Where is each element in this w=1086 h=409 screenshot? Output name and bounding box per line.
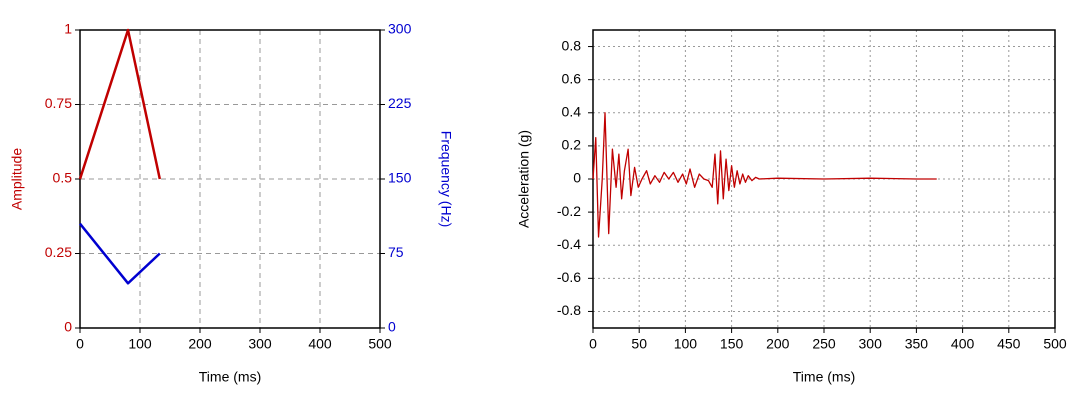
y-tick-label: -0.2 — [557, 203, 581, 219]
x-tick-label: 300 — [859, 336, 883, 352]
x-tick-label: 400 — [951, 336, 975, 352]
x-tick-label: 450 — [997, 336, 1021, 352]
x-axis-label: Time (ms) — [793, 369, 855, 385]
x-tick-label: 300 — [248, 336, 272, 352]
y-tick-label: -0.8 — [557, 302, 581, 318]
series-line — [592, 112, 937, 238]
y-axis-label: Acceleration (g) — [516, 130, 532, 228]
y-tick-label: 0.4 — [562, 103, 582, 119]
x-tick-label: 400 — [308, 336, 332, 352]
y2-tick-label: 150 — [388, 170, 412, 186]
y-axis-label: Amplitude — [9, 148, 25, 210]
x-tick-label: 100 — [674, 336, 698, 352]
x-tick-label: 200 — [766, 336, 790, 352]
y2-tick-label: 0 — [388, 319, 396, 335]
x-tick-label: 150 — [720, 336, 744, 352]
y-tick-label: 0.2 — [562, 137, 582, 153]
y-tick-label: 0.25 — [45, 244, 72, 260]
series-line — [78, 28, 162, 180]
x-tick-label: 200 — [188, 336, 212, 352]
x-tick-label: 50 — [631, 336, 647, 352]
y-tick-label: -0.4 — [557, 236, 581, 252]
y2-axis-label: Frequency (Hz) — [438, 131, 454, 227]
y-tick-label: 0.8 — [562, 37, 582, 53]
y-tick-label: 0 — [64, 319, 72, 335]
x-tick-label: 350 — [905, 336, 929, 352]
x-tick-label: 500 — [368, 336, 392, 352]
x-axis-label: Time (ms) — [199, 369, 261, 385]
series-line — [79, 222, 161, 285]
y2-tick-label: 225 — [388, 95, 412, 111]
x-tick-label: 500 — [1043, 336, 1067, 352]
y-tick-label: 0.5 — [53, 170, 73, 186]
y-tick-label: 0.75 — [45, 95, 72, 111]
x-tick-label: 100 — [128, 336, 152, 352]
y2-tick-label: 300 — [388, 21, 412, 37]
y2-tick-label: 75 — [388, 244, 404, 260]
x-tick-label: 0 — [76, 336, 84, 352]
y-tick-label: 0.6 — [562, 70, 582, 86]
x-tick-label: 250 — [812, 336, 836, 352]
x-tick-label: 0 — [589, 336, 597, 352]
y-tick-label: 0 — [573, 170, 581, 186]
y-tick-label: 1 — [64, 21, 72, 37]
y-tick-label: -0.6 — [557, 269, 581, 285]
